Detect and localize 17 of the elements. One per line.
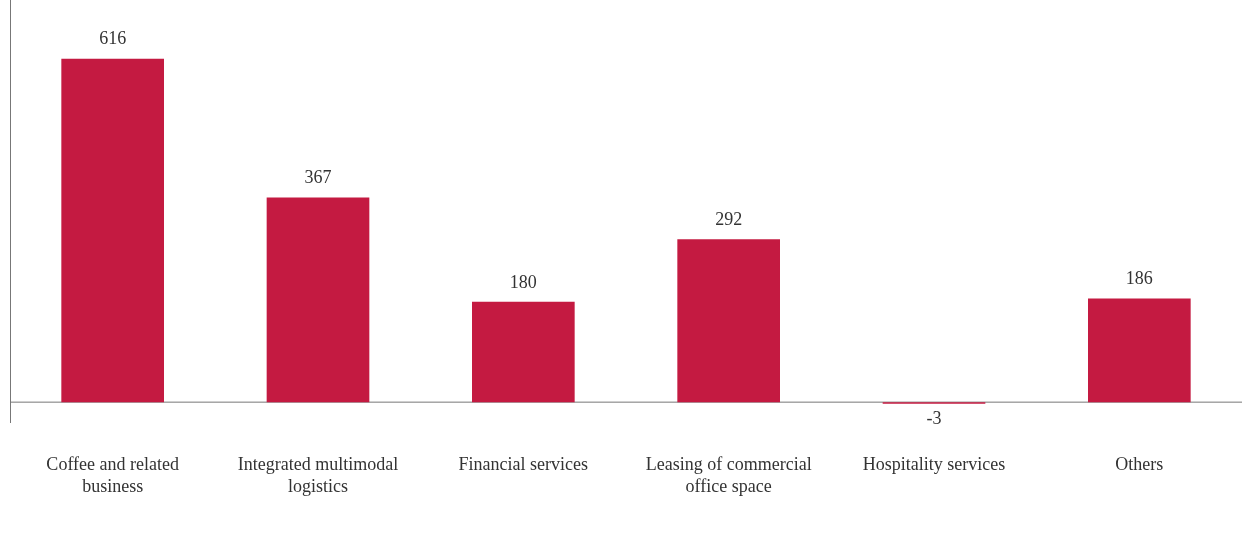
bar xyxy=(677,239,780,403)
data-label: 292 xyxy=(715,209,743,230)
data-label: 186 xyxy=(1125,268,1153,289)
x-tick-label: Others xyxy=(1115,454,1164,475)
bar xyxy=(1088,298,1191,403)
x-tick-label: Hospitality services xyxy=(862,454,1006,475)
data-label: -3 xyxy=(926,407,942,428)
x-tick-label: Financial services xyxy=(458,454,589,475)
data-label: 367 xyxy=(304,167,332,188)
x-tick-label: Leasing of commercial office space xyxy=(645,454,812,496)
bar xyxy=(266,197,370,403)
bar xyxy=(472,301,575,403)
data-label: 180 xyxy=(509,271,537,292)
x-tick-label: Integrated multimodal logistics xyxy=(237,454,399,496)
data-label: 616 xyxy=(99,28,127,49)
bar xyxy=(61,58,164,403)
x-tick-label: Coffee and related business xyxy=(46,454,179,496)
